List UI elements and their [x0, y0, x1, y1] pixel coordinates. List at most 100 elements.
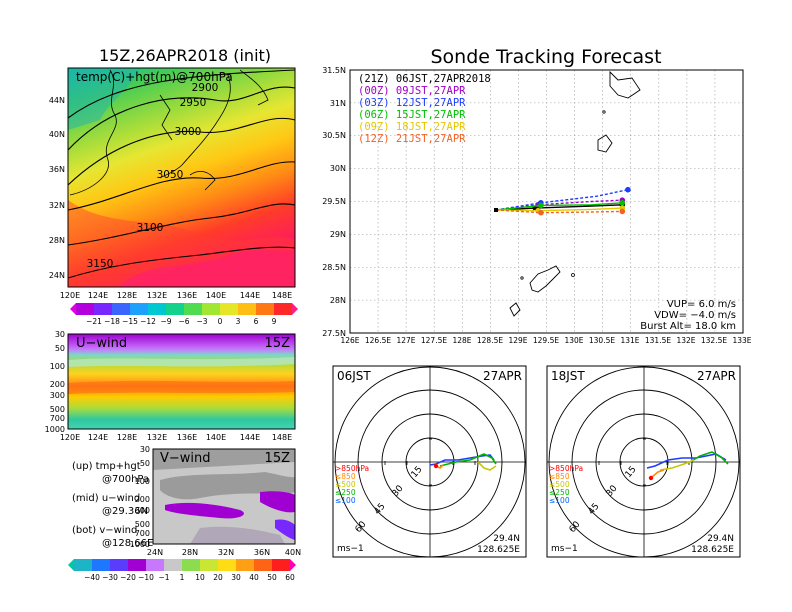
legend-item: (03Z) 12JST,27APR	[358, 97, 466, 109]
cbar-label: 50	[267, 573, 277, 582]
hodo1-unit: ms−1	[337, 544, 364, 554]
hodo-trace-250	[689, 451, 729, 465]
islet	[520, 276, 524, 280]
legend-item: (00Z) 09JST,27APR	[358, 85, 466, 97]
cbar-label: −6	[178, 317, 189, 326]
lat-tick: 28N	[182, 548, 198, 557]
lon-tick: 127.5E	[421, 336, 447, 345]
cbar-label: −3	[196, 317, 207, 326]
hodo-surface-dot	[648, 475, 654, 481]
level-label: >850hPa	[549, 464, 583, 473]
track-line-4	[495, 207, 623, 212]
lon-tick: 128E	[452, 336, 471, 345]
hodo-trace-100	[429, 454, 495, 466]
legend-item: (09Z) 18JST,27APR	[358, 121, 466, 133]
track-line-3	[495, 202, 623, 211]
lon-tick: 128.5E	[477, 336, 503, 345]
uwind-time: 15Z	[265, 336, 291, 351]
lon-tick: 129E	[508, 336, 527, 345]
lon-tick: 133E	[732, 336, 751, 345]
track-grid	[350, 70, 743, 333]
pressure-tick: 1000	[130, 540, 150, 549]
wind-colorbar	[68, 559, 296, 571]
cbar-label: −1	[158, 573, 169, 582]
hodo1-time: 06JST	[337, 369, 371, 383]
lat-tick: 31.5N	[322, 66, 346, 75]
ring-ticks	[598, 438, 690, 486]
track-lat-ticks: 31.5N 31N 30.5N 30N 29.5N 29N 28.5N 28N …	[322, 66, 346, 338]
lon-tick: 124E	[88, 291, 108, 300]
note: @29.36N	[102, 506, 148, 517]
lon-tick: 132E	[147, 433, 167, 442]
lon-tick: 126.5E	[365, 336, 391, 345]
contour-label: 3050	[157, 169, 184, 181]
hodo2-date: 27APR	[697, 369, 736, 383]
hodo1-lon: 128.625E	[477, 545, 520, 555]
map-lon-ticks: 120E 124E 128E 132E 136E 140E 144E 148E	[60, 291, 292, 300]
pressure-tick: 1000	[45, 425, 65, 434]
launch-point	[494, 208, 498, 212]
right-title: Sonde Tracking Forecast	[430, 46, 661, 68]
hodo2-unit: ms−1	[551, 544, 578, 554]
cbar-label: −18	[104, 317, 120, 326]
cbar-label: 40	[249, 573, 259, 582]
level-label: ≤850	[335, 472, 356, 481]
lon-tick: 127E	[396, 336, 415, 345]
cbar-label: 60	[285, 573, 295, 582]
info-line: Burst Alt= 18.0 km	[640, 321, 736, 332]
lat-tick: 36N	[49, 165, 65, 174]
legend-item: (21Z) 06JST,27APR2018	[358, 73, 491, 85]
lon-tick: 128E	[117, 433, 137, 442]
lon-tick: 130.5E	[589, 336, 615, 345]
level-label: ≤850	[549, 472, 570, 481]
hodo-trace-500	[477, 461, 497, 471]
track-series	[494, 186, 631, 216]
hodo1-levels: >850hPa ≤850 ≤500 ≤250 ≤100	[335, 464, 369, 505]
lon-tick: 131.5E	[645, 336, 671, 345]
lat-tick: 29N	[330, 230, 346, 239]
cbar-label: 3	[236, 317, 241, 326]
level-label: ≤500	[335, 480, 356, 489]
lat-tick: 32N	[49, 201, 65, 210]
contour-label: 2950	[180, 97, 207, 109]
hodo-surface-dot	[433, 463, 439, 469]
legend-item: (12Z) 21JST,27APR	[358, 133, 466, 145]
level-label: ≤250	[549, 488, 570, 497]
lat-tick: 40N	[285, 548, 301, 557]
track-line-2	[495, 189, 629, 211]
vwind-label: V−wind	[160, 451, 211, 466]
lon-tick: 124E	[88, 433, 108, 442]
cbar-label: −15	[122, 317, 138, 326]
track-plot	[349, 69, 744, 334]
temp-colorbar-labels: −21 −18 −15 −12 −9 −6 −3 0 3 6 9	[86, 317, 277, 326]
map-field-label: temp(C)+hgt(m)@700hPa	[76, 70, 233, 84]
contour-label: 3100	[137, 222, 164, 234]
lat-tick: 44N	[49, 96, 65, 105]
hodo1-date: 27APR	[483, 369, 522, 383]
lon-tick: 120E	[60, 433, 80, 442]
islet	[602, 110, 606, 114]
temp-height-map	[67, 67, 296, 288]
hodograph-06jst	[332, 365, 527, 558]
pressure-tick: 700	[135, 529, 150, 538]
cbar-label: 1	[180, 573, 185, 582]
cbar-label: 10	[195, 573, 205, 582]
cbar-label: 6	[254, 317, 259, 326]
hodo-trace-500	[659, 459, 695, 471]
lon-tick: 132.5E	[701, 336, 727, 345]
track-endpoint	[625, 186, 631, 193]
info-line: VUP= 6.0 m/s	[667, 299, 736, 310]
uwind-section	[67, 333, 296, 430]
note: @128.66E	[102, 538, 153, 549]
pressure-tick: 500	[135, 520, 150, 529]
level-label: ≤100	[335, 496, 356, 505]
pressure-tick: 30	[140, 445, 150, 454]
hodo-trace-100	[646, 453, 727, 469]
lat-tick: 40N	[49, 130, 65, 139]
island-outline	[509, 302, 521, 317]
lon-tick: 140E	[206, 433, 226, 442]
track-endpoint	[619, 208, 626, 215]
pressure-tick: 50	[140, 459, 150, 468]
pressure-tick: 300	[135, 506, 150, 515]
